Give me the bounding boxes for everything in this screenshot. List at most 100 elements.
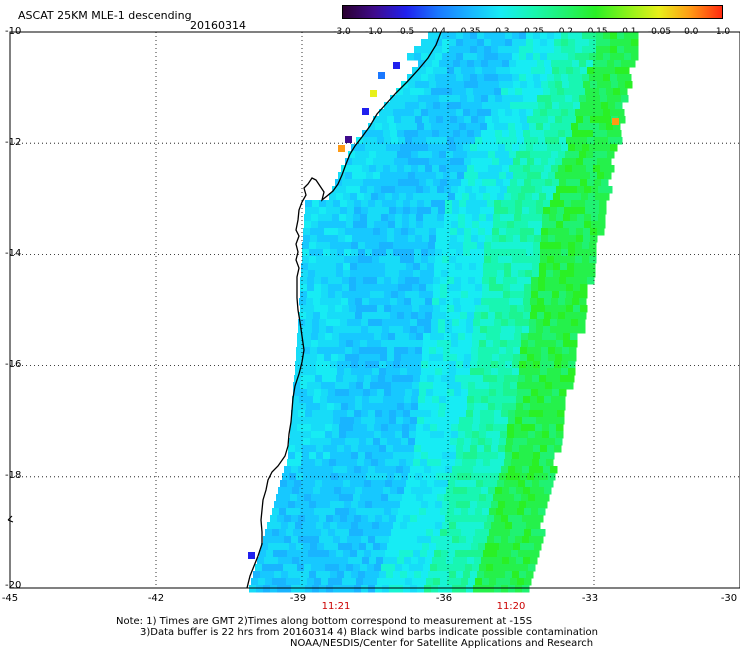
swath-cell — [401, 354, 409, 362]
swath-cell — [374, 333, 382, 341]
swath-cell — [529, 536, 537, 544]
swath-cell — [301, 270, 309, 278]
swath-cell — [368, 417, 376, 425]
swath-cell — [338, 235, 346, 243]
swath-cell — [461, 305, 469, 313]
swath-cell — [466, 466, 474, 474]
swath-cell — [454, 277, 462, 285]
swath-cell — [515, 585, 523, 593]
x-tick-label: -30 — [720, 593, 738, 604]
swath-cell — [509, 487, 517, 495]
swath-cell — [512, 53, 520, 61]
swath-cell — [387, 438, 395, 446]
swath-cell — [449, 39, 457, 47]
swath-cell — [535, 340, 543, 348]
swath-cell — [435, 39, 443, 47]
swath-cell — [522, 200, 530, 208]
swath-cell — [386, 571, 394, 579]
swath-cell — [424, 326, 432, 334]
swath-cell — [315, 459, 323, 467]
swath-cell — [563, 221, 571, 229]
swath-cell — [359, 438, 367, 446]
swath-cell — [502, 396, 510, 404]
swath-cell — [512, 501, 520, 509]
swath-cell — [471, 81, 479, 89]
swath-cell — [498, 74, 506, 82]
swath-cell — [420, 550, 428, 558]
swath-cell — [367, 494, 375, 502]
swath-cell — [547, 452, 555, 460]
swath-cell — [503, 389, 511, 397]
swath-cell — [514, 214, 522, 222]
swath-cell — [440, 277, 448, 285]
swath-cell — [526, 256, 534, 264]
swath-cell — [366, 228, 374, 236]
swath-cell — [530, 130, 538, 138]
swath-cell — [475, 137, 483, 145]
swath-cell — [375, 536, 383, 544]
swath-cell — [298, 410, 306, 418]
swath-cell — [350, 270, 358, 278]
swath-cell — [495, 60, 503, 68]
swath-cell — [494, 585, 502, 593]
swath-cell — [589, 256, 597, 264]
swath-cell — [467, 403, 475, 411]
swath-cell — [495, 130, 503, 138]
swath-cell — [422, 473, 430, 481]
swath-cell — [311, 564, 319, 572]
swath-cell — [525, 193, 533, 201]
swath-cell — [500, 564, 508, 572]
swath-cell — [354, 410, 362, 418]
swath-cell — [385, 550, 393, 558]
swath-cell — [440, 382, 448, 390]
swath-cell — [502, 60, 510, 68]
swath-cell — [478, 116, 486, 124]
swath-cell — [429, 228, 437, 236]
swath-cell — [352, 354, 360, 362]
swath-cell — [323, 522, 331, 530]
swath-cell — [391, 291, 399, 299]
swath-cell — [375, 319, 383, 327]
swath-cell — [512, 571, 520, 579]
swath-cell — [309, 361, 317, 369]
swath-cell — [307, 382, 315, 390]
swath-cell — [553, 270, 561, 278]
swath-cell — [392, 480, 400, 488]
swath-cell — [551, 130, 559, 138]
swath-cell — [322, 480, 330, 488]
swath-cell — [477, 361, 485, 369]
swath-cell — [274, 571, 282, 579]
swath-cell — [395, 221, 403, 229]
swath-cell — [458, 494, 466, 502]
swath-cell — [335, 305, 343, 313]
swath-cell — [522, 207, 530, 215]
swath-cell — [600, 165, 608, 173]
swath-cell — [370, 305, 378, 313]
swath-cell — [464, 438, 472, 446]
swath-cell — [489, 508, 497, 516]
swath-cell — [415, 158, 423, 166]
swath-cell — [398, 284, 406, 292]
swath-cell — [578, 88, 586, 96]
swath-cell — [466, 207, 474, 215]
swath-cell — [302, 522, 310, 530]
swath-cell — [483, 375, 491, 383]
swath-cell — [440, 389, 448, 397]
swath-cell — [423, 186, 431, 194]
swath-cell — [470, 256, 478, 264]
swath-cell — [412, 284, 420, 292]
swath-cell — [487, 536, 495, 544]
swath-cell — [337, 368, 345, 376]
swath-cell — [414, 256, 422, 264]
swath-cell — [361, 410, 369, 418]
swath-cell — [589, 249, 597, 257]
swath-cell — [442, 368, 450, 376]
swath-cell — [321, 277, 329, 285]
swath-cell — [314, 305, 322, 313]
swath-cell — [343, 193, 351, 201]
swath-cell — [353, 494, 361, 502]
swath-cell — [496, 382, 504, 390]
swath-cell — [504, 270, 512, 278]
swath-cell — [423, 221, 431, 229]
swath-cell — [379, 109, 387, 117]
